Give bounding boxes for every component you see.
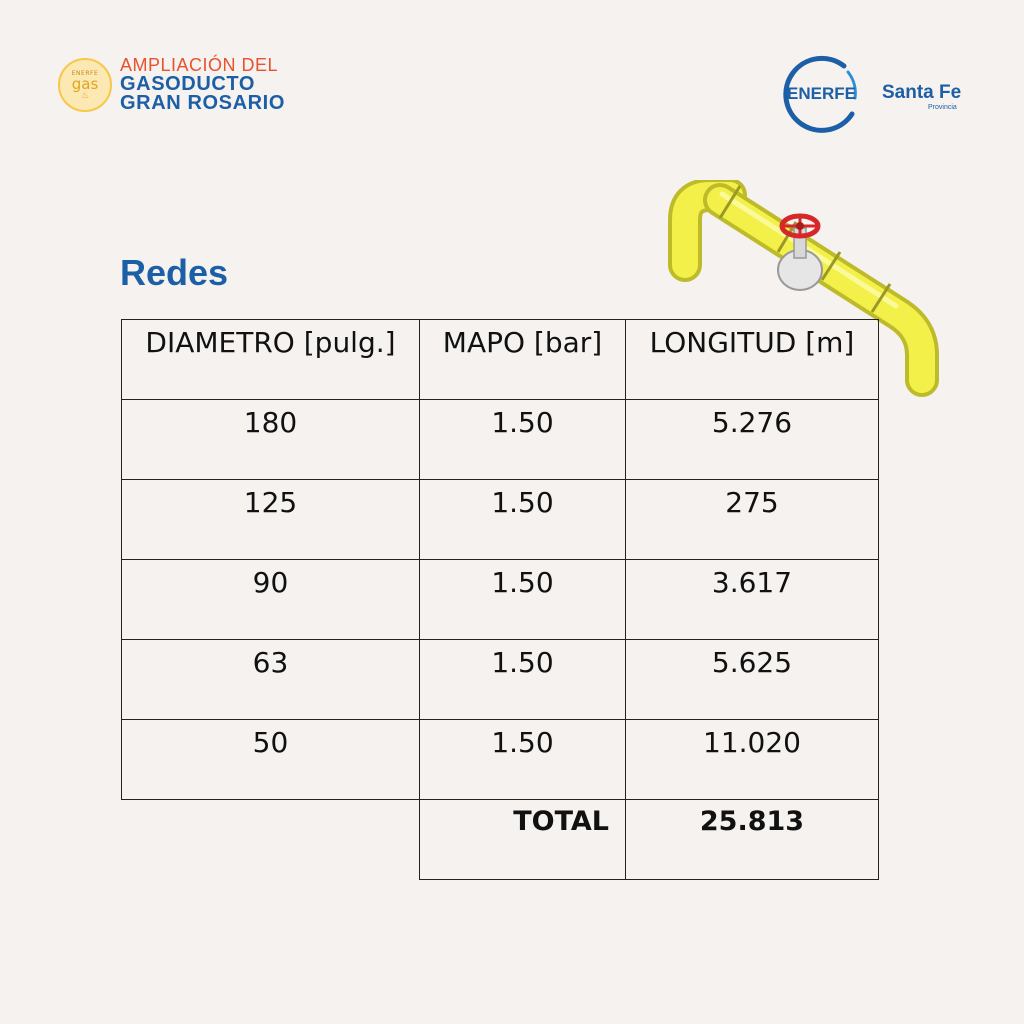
table-row: 50 1.50 11.020 bbox=[121, 719, 879, 800]
provincia-text: Provincia bbox=[928, 104, 957, 111]
header-mapo: MAPO [bar] bbox=[419, 319, 626, 400]
header-diametro: DIAMETRO [pulg.] bbox=[121, 319, 420, 400]
badge-gas: gas bbox=[71, 75, 99, 93]
project-title: AMPLIACIÓN DEL GASODUCTO GRAN ROSARIO bbox=[120, 55, 285, 114]
cell-longitud: 11.020 bbox=[625, 719, 879, 800]
total-value: 25.813 bbox=[625, 799, 879, 880]
cell-diametro: 180 bbox=[121, 399, 420, 480]
cell-longitud: 5.276 bbox=[625, 399, 879, 480]
cell-diametro: 90 bbox=[121, 559, 420, 640]
table-row: 125 1.50 275 bbox=[121, 479, 879, 560]
cell-mapo: 1.50 bbox=[419, 479, 626, 560]
badge-brand: ENERFE bbox=[71, 70, 99, 77]
cell-longitud: 275 bbox=[625, 479, 879, 560]
table-row: 63 1.50 5.625 bbox=[121, 639, 879, 720]
enerfe-logo-text: ENERFE bbox=[787, 84, 856, 103]
total-label: TOTAL bbox=[419, 799, 626, 880]
project-title-line2: GASODUCTO bbox=[120, 73, 256, 95]
cell-mapo: 1.50 bbox=[419, 719, 626, 800]
cell-longitud: 5.625 bbox=[625, 639, 879, 720]
project-title-line3: GRAN ROSARIO bbox=[120, 92, 285, 114]
cell-longitud: 3.617 bbox=[625, 559, 879, 640]
pipeline-table: DIAMETRO [pulg.] MAPO [bar] LONGITUD [m]… bbox=[121, 319, 879, 880]
project-title-line1: AMPLIACIÓN DEL bbox=[120, 55, 279, 75]
cell-diametro: 63 bbox=[121, 639, 420, 720]
flame-icon: ♨ bbox=[80, 91, 90, 101]
partner-logos: ENERFE Santa Fe Provincia bbox=[782, 54, 982, 134]
table-total-row: TOTAL 25.813 bbox=[121, 799, 879, 880]
table-header-row: DIAMETRO [pulg.] MAPO [bar] LONGITUD [m] bbox=[121, 319, 879, 400]
gas-logo-icon: ENERFE gas ♨ bbox=[58, 58, 112, 112]
header-longitud: LONGITUD [m] bbox=[625, 319, 879, 400]
cell-mapo: 1.50 bbox=[419, 399, 626, 480]
table-row: 180 1.50 5.276 bbox=[121, 399, 879, 480]
cell-diametro: 125 bbox=[121, 479, 420, 560]
section-title: Redes bbox=[120, 252, 229, 293]
santa-fe-logo-text: Santa Fe bbox=[882, 82, 962, 103]
empty-cell bbox=[121, 799, 420, 880]
cell-diametro: 50 bbox=[121, 719, 420, 800]
pipe-valve-icon bbox=[668, 180, 939, 397]
project-logo: ENERFE gas ♨ AMPLIACIÓN DEL GASODUCTO GR… bbox=[58, 56, 318, 120]
cell-mapo: 1.50 bbox=[419, 639, 626, 720]
enerfe-ring-icon bbox=[783, 55, 857, 133]
cell-mapo: 1.50 bbox=[419, 559, 626, 640]
table-row: 90 1.50 3.617 bbox=[121, 559, 879, 640]
